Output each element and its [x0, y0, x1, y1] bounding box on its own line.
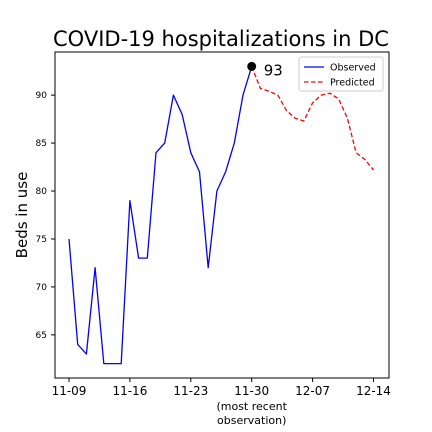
x-axis-ticks: 11-09 11-16 11-23 11-30 12-07 12-14 (most rece… [52, 378, 391, 427]
series-line-predicted [251, 66, 375, 171]
x-tick-label: 11-23 [173, 384, 208, 398]
y-tick-label: 70 [36, 283, 48, 293]
legend-label-observed: Observed [330, 63, 376, 74]
x-tick-sublabel: (most recent [216, 400, 287, 413]
y-tick-label: 90 [36, 91, 48, 101]
annotation-layer: 93 [247, 61, 283, 79]
y-axis-ticks: 65 70 75 80 85 90 [36, 91, 55, 341]
series-layer [68, 66, 375, 365]
y-tick-label: 85 [36, 139, 47, 149]
y-axis-label-group: Beds in use [13, 172, 31, 259]
plot-area-frame [54, 51, 390, 379]
x-tick-label: 11-09 [52, 384, 87, 398]
annotation-marker [247, 61, 257, 71]
legend: Observed Predicted [298, 56, 384, 92]
x-tick-label: 12-07 [295, 384, 330, 398]
x-tick-label: 12-14 [356, 384, 391, 398]
y-axis-label: Beds in use [13, 172, 31, 259]
x-tick-sublabel: observation) [217, 414, 286, 427]
y-tick-label: 80 [36, 187, 48, 197]
x-tick-label: 11-30 [234, 384, 269, 398]
legend-label-predicted: Predicted [330, 78, 375, 89]
annotation-label: 93 [264, 61, 283, 79]
series-line-observed [68, 66, 253, 365]
x-tick-label: 11-16 [112, 384, 147, 398]
chart-title: COVID-19 hospitalizations in DC [53, 27, 389, 51]
y-tick-label: 75 [36, 235, 47, 245]
y-tick-label: 65 [36, 331, 47, 341]
